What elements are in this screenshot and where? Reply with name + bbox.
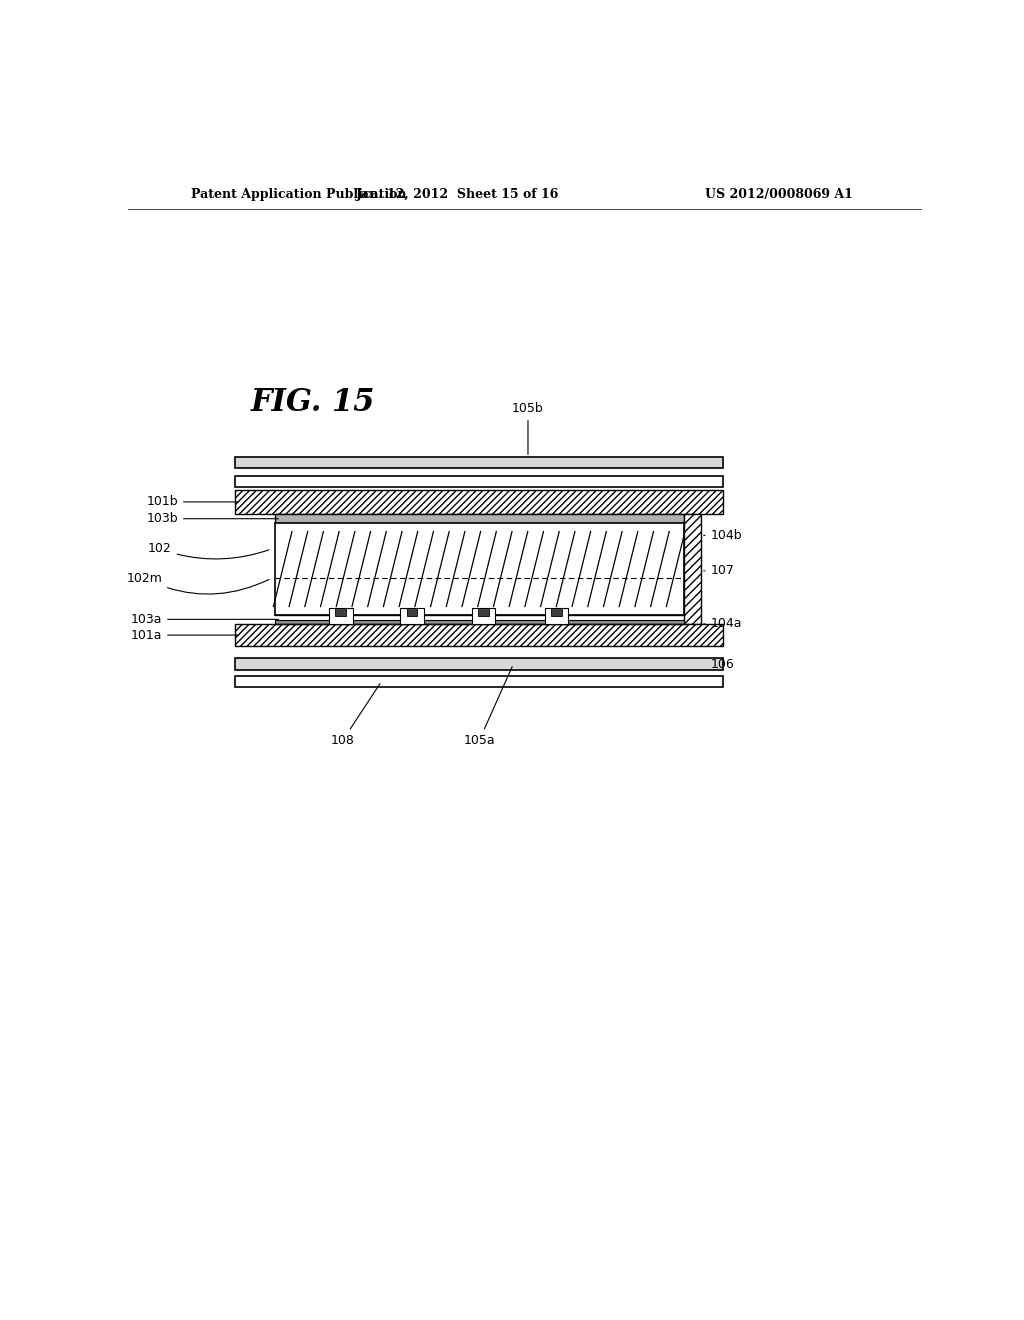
Bar (545, 607, 568, 624)
Bar (236, 676, 723, 686)
Text: 103a: 103a (131, 612, 279, 626)
Text: Patent Application Publication: Patent Application Publication (191, 189, 407, 202)
Bar (400, 607, 424, 624)
Bar (236, 475, 723, 487)
Bar (236, 490, 723, 515)
Text: US 2012/0008069 A1: US 2012/0008069 A1 (705, 189, 853, 202)
Text: Jan. 12, 2012  Sheet 15 of 16: Jan. 12, 2012 Sheet 15 of 16 (355, 189, 559, 202)
Bar (551, 609, 562, 615)
Bar (335, 609, 346, 615)
Bar (478, 609, 488, 615)
Text: 106: 106 (711, 657, 734, 671)
Bar (472, 607, 496, 624)
Bar (684, 515, 701, 624)
Text: 107: 107 (703, 565, 734, 577)
Text: 108: 108 (331, 684, 380, 747)
Bar (236, 624, 723, 647)
Bar (274, 515, 684, 523)
Bar (329, 607, 352, 624)
Text: 102: 102 (147, 543, 269, 558)
Text: 103b: 103b (146, 512, 279, 525)
Text: 102m: 102m (126, 572, 269, 594)
Bar (236, 457, 723, 469)
Text: 105b: 105b (512, 401, 544, 454)
Bar (274, 523, 684, 615)
Bar (236, 659, 723, 669)
Bar (274, 620, 684, 624)
Text: 101a: 101a (131, 628, 239, 642)
Bar (407, 609, 418, 615)
Text: 101b: 101b (146, 495, 239, 508)
Text: 105a: 105a (463, 667, 512, 747)
Text: FIG. 15: FIG. 15 (251, 387, 376, 418)
Text: 104a: 104a (703, 618, 742, 631)
Text: 104b: 104b (703, 529, 742, 543)
